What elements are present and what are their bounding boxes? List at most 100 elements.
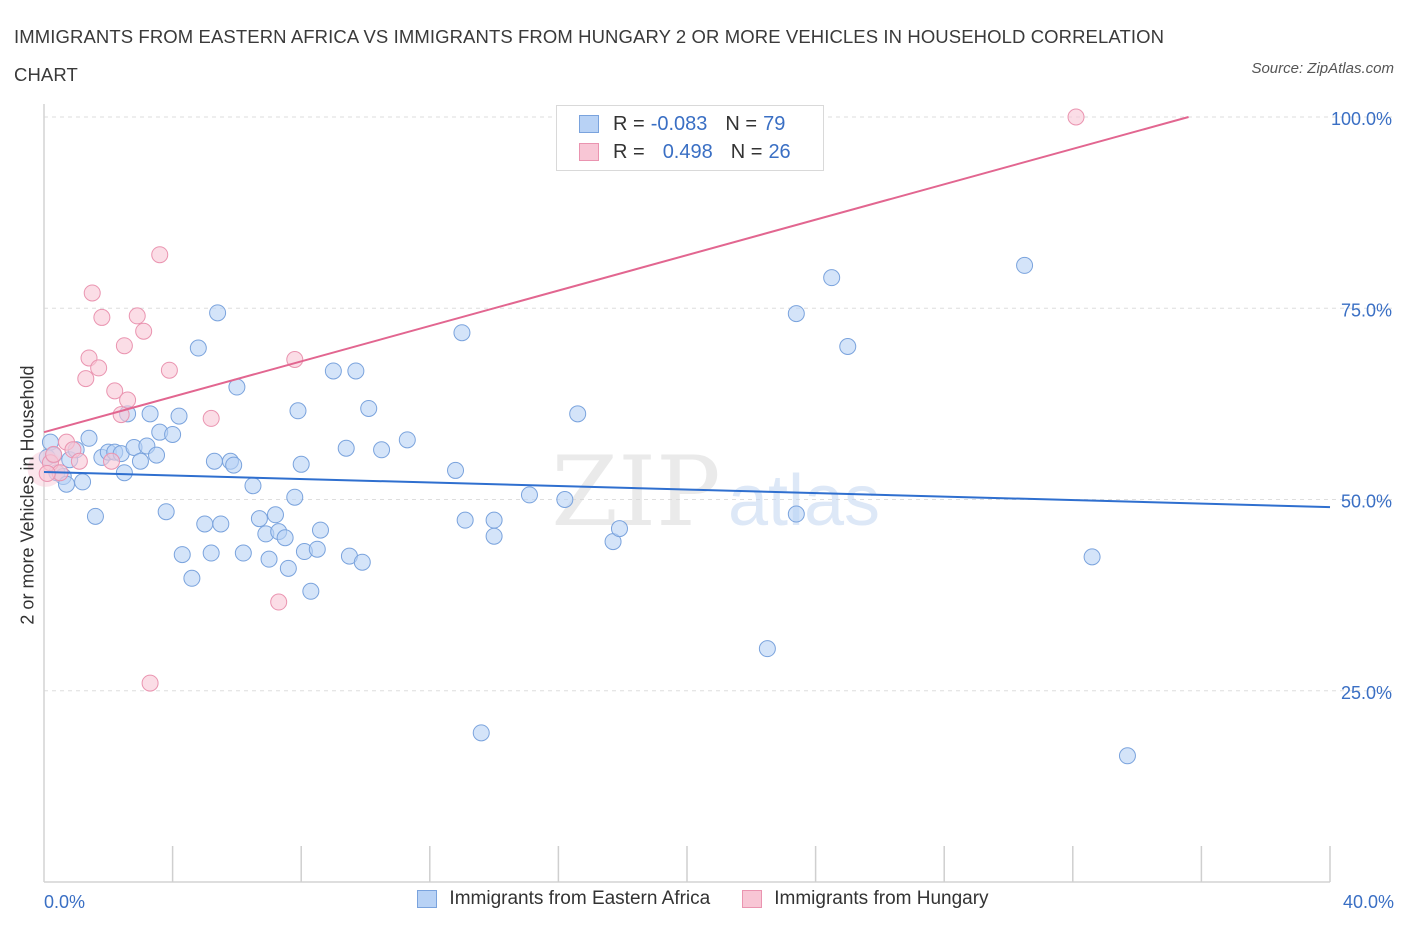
eastern-africa-trend-line — [43, 470, 1331, 509]
legend-swatch-hungary — [579, 143, 599, 161]
chart-title: IMMIGRANTS FROM EASTERN AFRICA VS IMMIGR… — [14, 26, 1165, 85]
hungary-point — [119, 391, 137, 409]
hungary-point — [135, 322, 153, 340]
eastern-africa-point — [260, 550, 278, 568]
eastern-africa-point — [86, 507, 104, 525]
legend-row-eastern-africa: R = -0.083 N = 79 — [579, 111, 785, 137]
hungary-point — [141, 674, 159, 692]
eastern-africa-point — [234, 544, 252, 562]
eastern-africa-point — [196, 515, 214, 533]
watermark-zip: ZIP — [551, 436, 720, 548]
correlation-legend: R = -0.083 N = 79 R = 0.498 N = 26 — [556, 105, 824, 171]
hungary-point — [70, 452, 88, 470]
eastern-africa-point — [80, 429, 98, 447]
x-tick-label: 0.0% — [44, 892, 85, 912]
hungary-point — [160, 361, 178, 379]
eastern-africa-point — [1016, 256, 1034, 274]
y-tick-label: 25.0% — [1341, 683, 1392, 703]
eastern-africa-point — [1118, 747, 1136, 765]
hungary-point — [103, 452, 121, 470]
eastern-africa-point — [311, 521, 329, 539]
eastern-africa-point — [472, 724, 490, 742]
eastern-africa-point — [244, 477, 262, 495]
hungary-point — [202, 409, 220, 427]
legend-item-eastern-africa[interactable]: Immigrants from Eastern Africa — [417, 888, 710, 910]
eastern-africa-point — [131, 452, 149, 470]
axes — [43, 104, 1331, 883]
eastern-africa-point — [292, 455, 310, 473]
tick-labels: 25.0% 50.0% 75.0% 100.0% 0.0% 40.0% — [44, 109, 1394, 912]
hungary-point — [270, 593, 288, 611]
eastern-africa-point — [373, 441, 391, 459]
legend-n-value: 79 — [763, 112, 786, 135]
legend-swatch-eastern-africa — [417, 890, 438, 908]
eastern-africa-point — [353, 553, 371, 571]
y-tick-label: 100.0% — [1331, 109, 1392, 129]
legend-r-label: R = — [613, 112, 645, 135]
legend-item-hungary[interactable]: Immigrants from Hungary — [742, 888, 989, 910]
eastern-africa-point — [173, 546, 191, 564]
watermark: ZIP atlas — [551, 436, 880, 548]
eastern-africa-point — [225, 456, 243, 474]
hungary-points — [27, 108, 1085, 692]
y-axis-label: 2 or more Vehicles in Household — [17, 365, 38, 625]
eastern-africa-point — [569, 405, 587, 423]
eastern-africa-point — [276, 529, 294, 547]
eastern-africa-point — [148, 446, 166, 464]
eastern-africa-point — [266, 506, 284, 524]
legend-r-value: -0.083 — [650, 112, 708, 135]
eastern-africa-point — [758, 640, 776, 658]
legend-n-value: 26 — [768, 140, 791, 163]
eastern-africa-point — [212, 515, 230, 533]
eastern-africa-point — [453, 324, 471, 342]
hungary-point — [1067, 108, 1085, 126]
grid-lines — [44, 116, 1392, 692]
hungary-trend-line — [43, 116, 1189, 434]
eastern-africa-point — [250, 510, 268, 528]
eastern-africa-point — [209, 304, 227, 322]
legend-r-value: 0.498 — [662, 140, 713, 163]
eastern-africa-point — [520, 486, 538, 504]
eastern-africa-point — [115, 464, 133, 482]
eastern-africa-point — [157, 503, 175, 521]
eastern-africa-point — [308, 540, 326, 558]
hungary-point — [90, 359, 108, 377]
legend-n-label: N = — [730, 140, 763, 163]
legend-r-label: R = — [613, 140, 645, 163]
hungary-point — [83, 284, 101, 302]
eastern-africa-point — [485, 527, 503, 545]
source-label: Source: ZipAtlas.com — [1251, 60, 1394, 77]
legend-swatch-hungary — [742, 890, 763, 908]
eastern-africa-point — [286, 488, 304, 506]
eastern-africa-point — [398, 431, 416, 449]
eastern-africa-point — [610, 520, 628, 538]
eastern-africa-point — [556, 491, 574, 508]
eastern-africa-point — [302, 582, 320, 600]
hungary-point — [151, 246, 169, 264]
eastern-africa-point — [289, 402, 307, 420]
legend-n-label: N = — [725, 112, 758, 135]
eastern-africa-point — [839, 338, 857, 355]
y-tick-label: 50.0% — [1341, 492, 1392, 512]
hungary-point — [115, 337, 133, 355]
eastern-africa-points — [38, 256, 1136, 765]
legend-label-hungary: Immigrants from Hungary — [774, 888, 989, 909]
trend-lines — [43, 116, 1331, 509]
eastern-africa-point — [1083, 548, 1101, 566]
x-tick-label: 40.0% — [1343, 892, 1394, 912]
eastern-africa-point — [823, 269, 841, 287]
eastern-africa-point — [170, 407, 188, 425]
eastern-africa-point — [189, 339, 207, 357]
legend-label-eastern-africa: Immigrants from Eastern Africa — [449, 888, 711, 909]
eastern-africa-point — [74, 473, 92, 491]
hungary-point — [77, 370, 95, 388]
eastern-africa-point — [360, 399, 378, 417]
hungary-point — [93, 308, 111, 326]
hungary-point — [106, 382, 124, 400]
eastern-africa-point — [787, 505, 805, 523]
series-legend: Immigrants from Eastern Africa Immigrant… — [0, 888, 1406, 910]
eastern-africa-point — [787, 305, 805, 323]
y-tick-label: 75.0% — [1341, 300, 1392, 320]
eastern-africa-point — [279, 559, 297, 577]
